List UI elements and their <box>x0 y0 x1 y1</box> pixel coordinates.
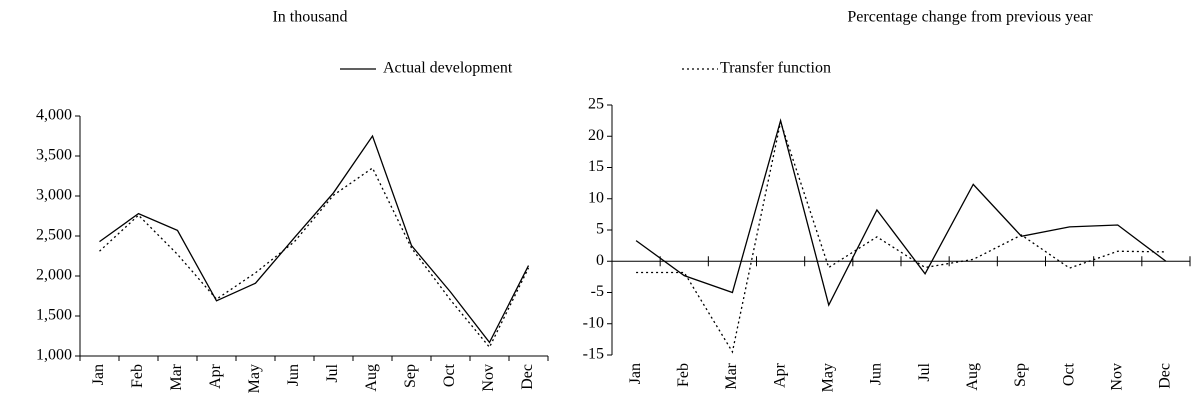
x-tick-label: Jun <box>868 363 885 385</box>
y-tick-label: 1,000 <box>36 347 72 364</box>
x-tick-label: Feb <box>675 363 692 387</box>
x-tick-label: Jan <box>90 364 107 385</box>
x-tick-label: Nov <box>480 364 497 392</box>
y-tick-label: -5 <box>591 283 604 300</box>
chart-title: In thousand <box>272 9 347 26</box>
x-tick-label: Jul <box>324 363 341 382</box>
x-tick-label: May <box>246 364 263 393</box>
series-line <box>99 167 530 349</box>
y-tick-label: 0 <box>596 252 604 269</box>
y-tick-label: 2,500 <box>36 227 72 244</box>
y-tick-label: 3,000 <box>36 187 72 204</box>
x-tick-label: Aug <box>964 363 981 391</box>
y-tick-label: 20 <box>588 127 604 144</box>
y-tick-label: -10 <box>583 314 604 331</box>
y-tick-label: 25 <box>588 96 604 113</box>
legend-label: Transfer function <box>720 60 831 77</box>
chart-title: Percentage change from previous year <box>847 9 1093 26</box>
x-tick-label: Apr <box>771 362 788 388</box>
x-tick-label: May <box>819 363 836 392</box>
series-line <box>99 134 530 344</box>
x-tick-label: Mar <box>723 362 740 389</box>
y-tick-label: -15 <box>583 346 604 363</box>
x-tick-label: Dec <box>1157 363 1174 389</box>
y-tick-label: 15 <box>588 158 604 175</box>
x-tick-label: Sep <box>1012 363 1029 387</box>
y-tick-label: 2,000 <box>36 267 72 284</box>
x-tick-label: Oct <box>441 363 458 387</box>
x-tick-label: Apr <box>207 363 224 389</box>
x-tick-label: Jun <box>285 364 302 386</box>
series-line <box>635 118 1167 307</box>
y-tick-label: 3,500 <box>36 147 72 164</box>
y-tick-label: 4,000 <box>36 107 72 124</box>
x-tick-label: Mar <box>168 363 185 390</box>
x-tick-label: Aug <box>363 364 380 392</box>
x-tick-label: Sep <box>402 364 419 388</box>
y-tick-label: 5 <box>596 221 604 238</box>
x-tick-label: Dec <box>519 364 536 390</box>
x-tick-label: Nov <box>1108 363 1125 391</box>
x-tick-label: Feb <box>129 364 146 388</box>
series-line <box>636 119 1166 354</box>
y-tick-label: 1,500 <box>36 307 72 324</box>
y-tick-label: 10 <box>588 189 604 206</box>
x-tick-label: Oct <box>1060 362 1077 386</box>
x-tick-label: Jul <box>916 362 933 381</box>
legend-label: Actual development <box>383 60 513 77</box>
x-tick-label: Jan <box>627 363 644 384</box>
